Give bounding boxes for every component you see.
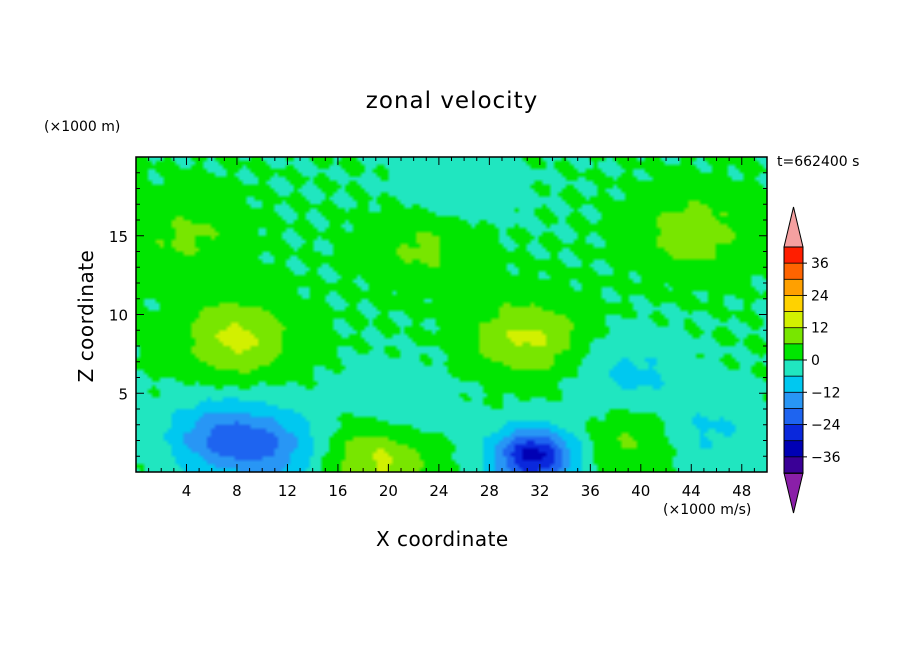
colorbar-tick-label: 36 [811, 256, 829, 272]
x-tick-label: 20 [379, 482, 398, 500]
colorbar-tick-label: −24 [811, 418, 841, 434]
x-tick-label: 36 [581, 482, 600, 500]
y-tick-label: 15 [109, 228, 128, 246]
x-tick-label: 48 [732, 482, 751, 500]
colorbar-swatch [783, 359, 804, 378]
x-tick-label: 40 [631, 482, 650, 500]
colorbar-swatch [783, 456, 804, 474]
y-axis-unit: (×1000 m) [44, 119, 121, 135]
x-tick-label: 8 [232, 482, 242, 500]
colorbar-swatch [783, 391, 804, 410]
x-tick-label: 44 [682, 482, 701, 500]
colorbar-swatch [783, 262, 804, 281]
time-label: t=662400 s [777, 154, 860, 170]
x-tick-label: 12 [278, 482, 297, 500]
x-tick-label: 24 [429, 482, 448, 500]
colorbar-over-arrow [783, 206, 804, 248]
colorbar-tick-label: 24 [811, 288, 829, 304]
x-axis-unit: (×1000 m/s) [663, 502, 752, 518]
x-axis-label: X coordinate [376, 527, 509, 551]
colorbar-tick-label: 12 [811, 321, 829, 337]
x-tick-label: 28 [480, 482, 499, 500]
colorbar-swatch [783, 246, 804, 265]
colorbar-tick-label: 0 [811, 353, 820, 369]
x-tick-label: 16 [328, 482, 347, 500]
colorbar-swatch [783, 375, 804, 394]
colorbar-swatch [783, 295, 804, 313]
colorbar-swatch [783, 327, 804, 345]
colorbar-swatch [783, 343, 804, 361]
y-tick-label: 5 [118, 385, 128, 403]
colorbar-under-arrow [783, 472, 804, 514]
x-tick-label: 4 [182, 482, 192, 500]
colorbar-swatch [783, 311, 804, 329]
y-tick-label: 10 [109, 307, 128, 325]
heatmap-field [136, 157, 767, 472]
colorbar-swatch [783, 424, 804, 442]
x-tick-label: 32 [530, 482, 549, 500]
colorbar-tick-label: −36 [811, 450, 841, 466]
colorbar-tick-label: −12 [811, 385, 841, 401]
colorbar-swatch [783, 278, 804, 297]
chart-title: zonal velocity [365, 88, 539, 114]
colorbar-swatch [783, 408, 804, 426]
colorbar-swatch [783, 440, 804, 458]
